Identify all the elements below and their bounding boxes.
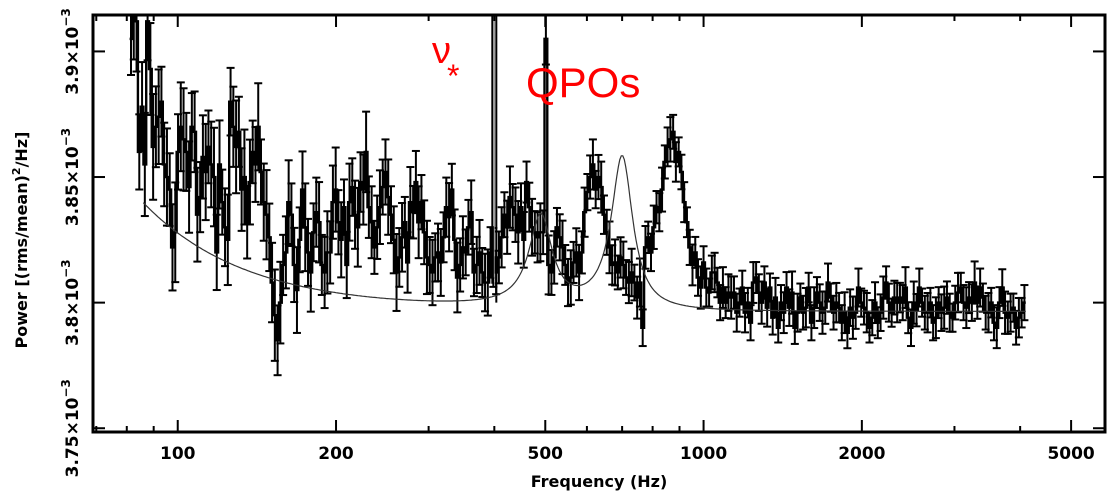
x-axis-tick-labels: 100 200 500 1000 2000 5000 [160,444,1095,464]
y-axis-tick-labels: 3.75×10−33.8×10−33.85×10−33.9×10−3 [59,8,83,477]
data-point [528,197,537,257]
data-point [126,15,135,76]
y-axis-title-sup: 2 [10,167,23,175]
y-tick-exponent: −3 [59,128,73,146]
y-tick-exponent: −3 [59,259,73,277]
x-tick-label: 100 [160,444,196,464]
y-tick-mantissa: 3.85×10 [63,146,83,226]
data-point [638,308,647,348]
y-tick-exponent: −3 [59,8,73,26]
y-tick-label: 3.9×10−3 [59,8,83,94]
data-point [323,210,332,295]
data-point [132,15,141,73]
y-tick-label: 3.75×10−3 [59,379,83,477]
x-tick-label: 500 [528,444,564,464]
y-tick-label: 3.85×10−3 [59,128,83,226]
y-axis-title-tail: /Hz] [12,132,31,168]
y-tick-mantissa: 3.8×10 [63,278,83,346]
y-axis-title-main: Power [(rms/mean) [12,175,31,348]
x-axis-title: Frequency (Hz) [531,472,668,491]
y-tick-label: 3.8×10−3 [59,259,83,345]
x-axis-ticks [95,15,1073,432]
data-point [804,271,813,304]
data-point [467,179,476,245]
y-tick-mantissa: 3.75×10 [63,397,83,477]
y-tick-mantissa: 3.9×10 [63,26,83,94]
data-point [342,230,351,300]
data-point [458,215,467,280]
qpo-annotation: QPOs [526,59,640,106]
model-curve-layer [142,155,1026,312]
plot-area [126,15,1029,377]
spin-frequency-annotation: ν [432,30,451,72]
plot-frame [91,13,1107,434]
x-tick-label: 200 [318,444,354,464]
x-tick-label: 1000 [680,444,727,464]
y-axis-ticks [93,50,1105,430]
y-tick-exponent: −3 [59,379,73,397]
data-point [539,209,548,256]
data-point [422,219,431,296]
y-axis-title: Power [(rms/mean)2/Hz] [10,132,31,349]
data-point [223,193,232,287]
data-point [746,304,755,342]
x-tick-label: 5000 [1047,444,1094,464]
data-point [1020,284,1029,322]
x-tick-label: 2000 [838,444,885,464]
model-curve [142,155,1026,312]
data-point [212,213,221,292]
spin-frequency-subscript: * [447,58,459,94]
data-point [140,111,149,218]
